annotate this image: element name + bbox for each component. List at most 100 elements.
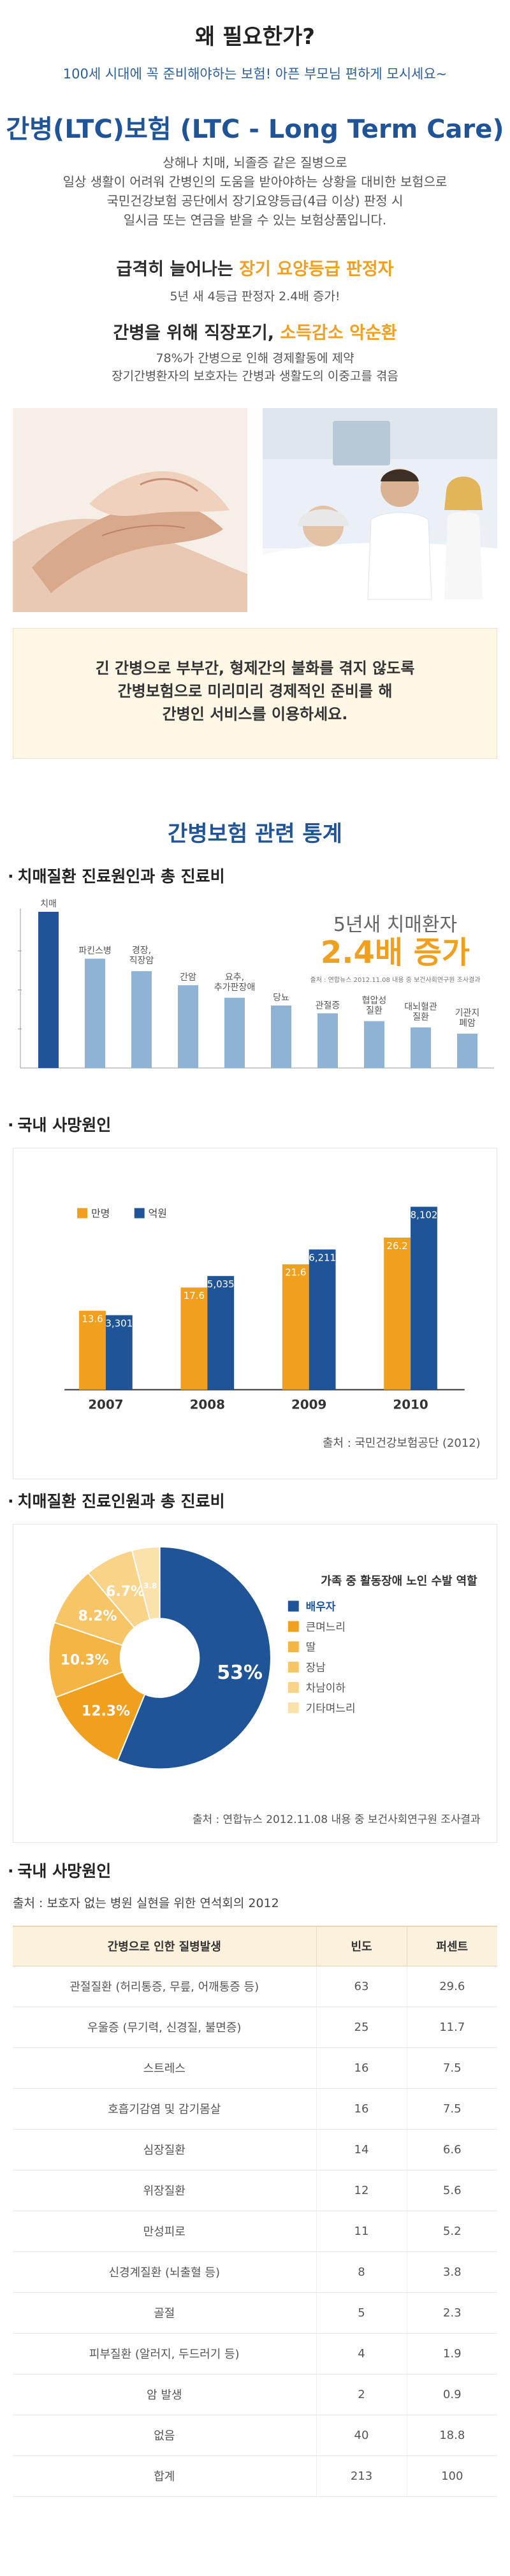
- notice-line: 긴 간병으로 부부간, 형제간의 불화를 겪지 않도록: [95, 659, 415, 677]
- yearly-cost-bar-chart: 만명 억원 13.6 3,301 2007 17.65,035 2008 21.66,211 2…: [13, 1148, 497, 1479]
- callout-line2: 2.4배 증가: [321, 935, 470, 970]
- legend-label: 기타며느리: [306, 1702, 356, 1715]
- chart3-source: 출처 : 연합뉴스 2012.11.08 내용 중 보건사회연구원 조사결과: [193, 1813, 481, 1826]
- legend-label: 장남: [306, 1661, 326, 1674]
- col-header-frequency: 빈도: [316, 1926, 407, 1966]
- legend-swatch: [288, 1662, 299, 1673]
- bar-label: 치매: [40, 899, 57, 909]
- cell-disease: 신경계질환 (뇌출혈 등): [13, 2251, 317, 2293]
- bar-label: 관절증: [316, 1000, 340, 1011]
- legend-swatch: [134, 1208, 145, 1218]
- bar-3: [178, 985, 198, 1068]
- care-heading: 간병을 위해 직장포기, 소득감소 악순환: [0, 319, 510, 344]
- chart2-source: 출처 : 국민건강보험공단 (2012): [323, 1437, 481, 1450]
- pie-label: 10.3%: [61, 1652, 109, 1668]
- year-label: 2009: [291, 1397, 326, 1412]
- cell-frequency: 4: [316, 2333, 407, 2375]
- year-label: 2007: [88, 1397, 123, 1412]
- pie-slice-1: [55, 1671, 146, 1762]
- cell-frequency: 12: [316, 2170, 407, 2211]
- photo-holding-hands: [13, 408, 247, 612]
- cell-percent: 18.8: [407, 2415, 497, 2456]
- table-row: 신경계질환 (뇌출혈 등) 8 3.8: [13, 2251, 497, 2293]
- cell-percent: 3.8: [407, 2251, 497, 2293]
- legend-label: 차남이하: [306, 1681, 346, 1694]
- notice-line: 간병보험으로 미리미리 경제적인 준비를 해: [117, 682, 393, 700]
- cell-disease: 호흡기감염 및 감기몸살: [13, 2088, 317, 2130]
- legend-title: 가족 중 활동장애 노인 수발 역할: [321, 1574, 477, 1588]
- legend-swatch: [288, 1702, 299, 1713]
- table-header-row: 간병으로 인한 질병발생 빈도 퍼센트: [13, 1926, 497, 1966]
- cell-frequency: 63: [316, 1966, 407, 2007]
- bar-label: 직장암: [129, 956, 154, 966]
- cell-frequency: 5: [316, 2292, 407, 2334]
- cell-percent: 7.5: [407, 2047, 497, 2089]
- table-row: 만성피로 11 5.2: [13, 2211, 497, 2252]
- care-heading-prefix: 간병을 위해 직장포기,: [113, 323, 280, 343]
- table-row: 위장질환 12 5.6: [13, 2170, 497, 2211]
- table-row: 암 발생 2 0.9: [13, 2374, 497, 2415]
- care-disease-table: 간병으로 인한 질병발생 빈도 퍼센트 관절질환 (허리통증, 무릎, 어깨통증…: [13, 1926, 497, 2497]
- bar-value: 26.2: [387, 1240, 408, 1252]
- photo-hospital-visit: [263, 408, 497, 612]
- cell-disease: 없음: [13, 2415, 317, 2456]
- legend-swatch: [288, 1621, 299, 1632]
- cell-disease: 만성피로: [13, 2211, 317, 2252]
- table-row: 관절질환 (허리통증, 무릎, 어깨통증 등) 63 29.6: [13, 1966, 497, 2007]
- legend-swatch: [288, 1600, 299, 1612]
- cell-disease: 합계: [13, 2455, 317, 2497]
- cell-percent: 1.9: [407, 2333, 497, 2375]
- section-label-death-causes: 국내 사망원인: [8, 1113, 112, 1136]
- legend-swatch: [77, 1208, 88, 1218]
- ltc-title: 간병(LTC)보험 (LTC - Long Term Care): [6, 115, 504, 144]
- bar-cost: [309, 1249, 336, 1390]
- bar-label: 기관지: [455, 1008, 480, 1018]
- caregiver-role-pie-chart: 53% 12.3% 10.3% 8.2% 6.7%3.8 가족 중 활동장애 노인 수발 …: [13, 1524, 497, 1843]
- legend-label: 큰며느리: [306, 1620, 346, 1633]
- cell-disease: 암 발생: [13, 2374, 317, 2415]
- cell-frequency: 16: [316, 2047, 407, 2089]
- bar-2: [131, 971, 152, 1068]
- table-row: 합계 213 100: [13, 2455, 497, 2497]
- rise-heading: 급격히 늘어나는 장기 요양등급 판정자: [0, 255, 510, 280]
- year-label: 2010: [393, 1397, 428, 1412]
- bar-value: 3,301: [105, 1318, 133, 1329]
- bar-label: 간암: [180, 972, 196, 983]
- bar-8: [411, 1027, 431, 1068]
- care-line: 78%가 간병으로 인해 경제활동에 제약: [156, 351, 354, 365]
- pie-label: 6.7%: [106, 1584, 145, 1600]
- bar-label: 질환: [366, 1006, 382, 1016]
- cell-frequency: 14: [316, 2129, 407, 2170]
- table-row: 골절 5 2.3: [13, 2292, 497, 2334]
- legend-label: 억원: [149, 1208, 167, 1220]
- bar-patients: [384, 1237, 411, 1390]
- care-heading-highlight: 소득감소 악순환: [280, 323, 397, 343]
- bar-label: 파킨스병: [78, 946, 112, 956]
- care-line: 장기간병환자의 보호자는 간병과 생활도의 이중고를 겪음: [112, 369, 398, 383]
- pie-label: 3.8: [143, 1581, 157, 1590]
- bar-cost: [207, 1276, 235, 1390]
- legend-swatch: [288, 1641, 299, 1653]
- table-source: 출처 : 보호자 없는 병원 실현을 위한 연석회의 2012: [13, 1896, 279, 1910]
- cell-frequency: 25: [316, 2007, 407, 2048]
- stats-title: 간병보험 관련 통계: [168, 821, 342, 847]
- pie-slice-5: [131, 1546, 161, 1621]
- bar-5: [271, 1006, 291, 1068]
- bar-patients: [282, 1264, 309, 1390]
- cell-percent: 11.7: [407, 2007, 497, 2048]
- bar-9: [457, 1034, 477, 1068]
- bar-label: 경장,: [132, 946, 151, 956]
- table-row: 호흡기감염 및 감기몸살 16 7.5: [13, 2088, 497, 2130]
- cell-percent: 2.3: [407, 2292, 497, 2334]
- bar-1: [85, 958, 105, 1068]
- bar-label: 요추,: [225, 972, 244, 983]
- bar-label: 협압성: [362, 996, 387, 1006]
- bar-patients: [180, 1287, 208, 1390]
- cell-frequency: 8: [316, 2251, 407, 2293]
- legend-swatch: [288, 1682, 299, 1693]
- notice-line: 간병인 서비스를 이용하세요.: [162, 705, 348, 723]
- legend-label: 배우자: [306, 1600, 336, 1613]
- ltc-line: 일상 생활이 어려워 간병인의 도움을 받아야하는 상황을 대비한 보험으로: [62, 174, 448, 189]
- cell-percent: 100: [407, 2455, 497, 2497]
